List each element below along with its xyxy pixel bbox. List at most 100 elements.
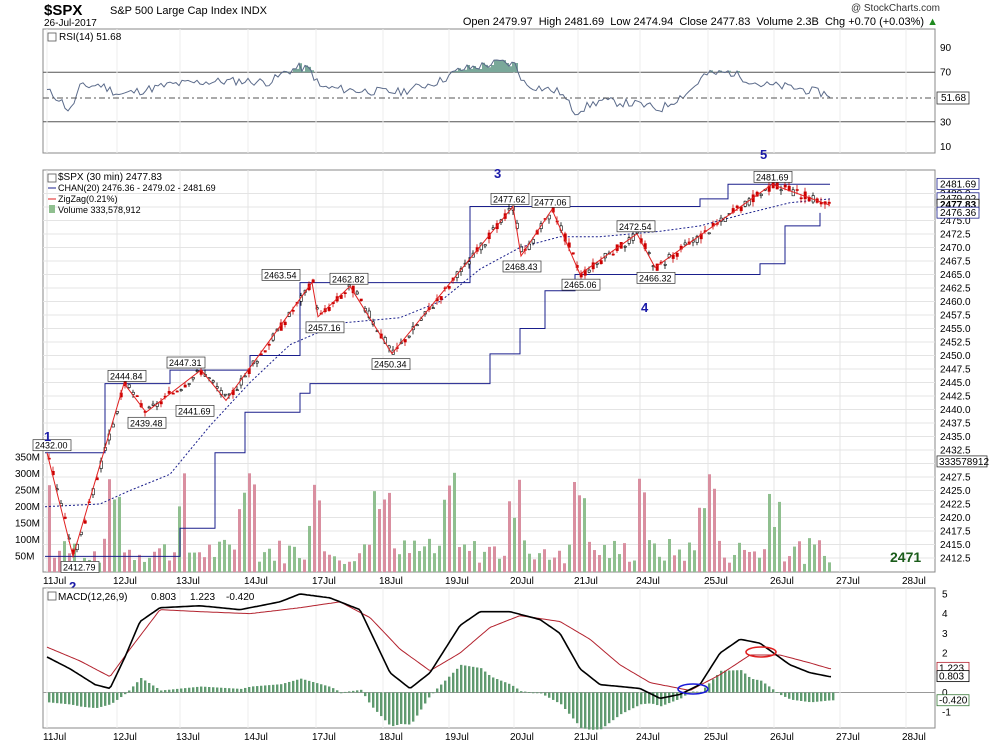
macd-histogram-bar [224,687,227,693]
volume-bar [673,555,676,572]
price-annotation-label: 2477.06 [534,197,567,207]
date-label-19Jul: 19Jul [445,576,469,587]
volume-bar [603,544,606,572]
volume-bar [48,485,51,572]
volume-bar [753,551,756,572]
macd-tick-label: 5 [942,589,948,600]
macd-histogram-bar [332,688,335,693]
macd-histogram-bar [104,692,107,706]
macd-histogram-bar [620,692,623,715]
price-annotation-label: 2477.62 [493,194,526,204]
macd-histogram-bar [724,670,727,693]
candle-body [407,335,411,338]
volume-bar [578,495,581,572]
legend-volume-swatch [49,205,55,213]
volume-bar [583,498,586,572]
candle-body [355,291,359,295]
date-label-11Jul: 11Jul [43,576,66,587]
macd-histogram-bar [192,687,195,693]
macd-histogram-bar [264,685,267,693]
candle-body [183,384,187,388]
macd-histogram-bar [260,685,263,693]
price-annotation-box [636,272,676,284]
credit-link[interactable]: @ StockCharts.com [850,3,940,14]
macd-legend: MACD(12,26,9) 0.803 1.223 -0.420 [47,591,255,603]
candle-body [263,350,267,353]
candle-body [115,411,119,414]
macd-histogram-bar [720,670,723,693]
candle-body [215,386,219,389]
volume-bar [438,545,441,572]
macd-histogram-bar [240,688,243,693]
volume-bar [653,543,656,572]
price-annotation-box [60,561,100,573]
volume-bar [678,549,681,572]
macd-histogram-bar [132,686,135,693]
volume-bar [663,560,666,572]
volume-tick-label: 350M [15,453,40,464]
volume-bar [183,473,186,572]
elliott-wave-4: 4 [641,300,649,315]
macd-histogram-bar [296,679,299,693]
price-annotation-label: 2462.82 [332,274,365,284]
date-label-20Jul: 20Jul [510,576,534,587]
price-annotation-box [329,272,369,285]
candle-body [151,403,155,406]
macd-bearish-crossover-marker [745,646,777,658]
volume-bar [638,478,641,572]
volume-bar [728,562,731,572]
macd-histogram-bar [612,692,615,721]
macd-histogram-bar [616,692,619,718]
volume-bar [593,550,596,572]
macd-histogram-bar [708,683,711,693]
volume-bar [138,554,141,572]
volume-bar [73,543,76,572]
macd-histogram-bar [712,679,715,693]
volume-bar [513,517,516,572]
candle-body [611,253,615,256]
price-tick-label: 2470.0 [940,243,971,254]
macd-histogram-bar [628,692,631,711]
macd-histogram-bar [460,664,463,693]
close-value: Close 2477.83 [679,16,751,28]
volume-bar [733,554,736,572]
macd-histogram-bar [72,692,75,705]
candle-body [783,184,787,188]
macd-histogram-bar [776,692,779,693]
volume-bar [553,557,556,572]
macd-histogram-bar [48,692,51,703]
date-label-28Jul: 28Jul [902,576,926,587]
channel-upper-line [45,183,830,454]
price-annotation-box [127,416,167,429]
volume-bar [368,544,371,572]
macd-histogram-bar [172,689,175,693]
date-label-21Jul: 21Jul [574,576,598,587]
price-annotation-label: 2463.54 [264,270,297,280]
volume-bar [538,553,541,572]
price-tick-label: 2412.5 [940,554,971,565]
macd-histogram-bar [336,690,339,693]
macd-histogram-bar [744,673,747,693]
price-annotation-box [371,358,411,371]
macd-histogram-bar [148,682,151,693]
price-tick-label: 2467.5 [940,257,971,268]
macd-histogram-bar [216,687,219,693]
candle-body [571,252,575,255]
macd-histogram-bar [312,682,315,693]
macd-histogram-bar [816,692,819,702]
legend-channel: CHAN(20) 2476.36 - 2479.02 - 2481.69 [58,183,216,193]
macd-histogram-bar [516,688,519,693]
macd-histogram-bar [824,692,827,701]
candle-body [799,197,803,200]
volume-bar [498,558,501,572]
price-annotation-box [305,321,345,334]
price-annotation-label: 2432.00 [35,441,68,451]
price-tick-label: 2442.5 [940,392,971,403]
price-annotation-label: 2466.32 [639,273,672,283]
candle-body [175,390,179,393]
macd-histogram-bar [532,692,535,694]
candle-body [83,520,87,524]
legend-main: $SPX (30 min) 2477.83 [58,172,162,183]
rsi-tick-label: 30 [940,117,952,128]
volume-bar [53,557,56,572]
